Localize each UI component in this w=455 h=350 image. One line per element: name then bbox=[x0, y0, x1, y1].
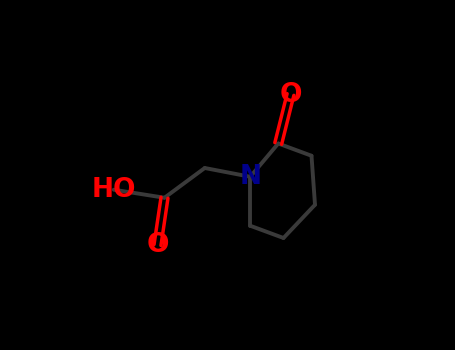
Text: O: O bbox=[279, 82, 302, 107]
Text: O: O bbox=[146, 232, 169, 258]
Text: N: N bbox=[239, 164, 261, 190]
Text: HO: HO bbox=[91, 177, 136, 203]
